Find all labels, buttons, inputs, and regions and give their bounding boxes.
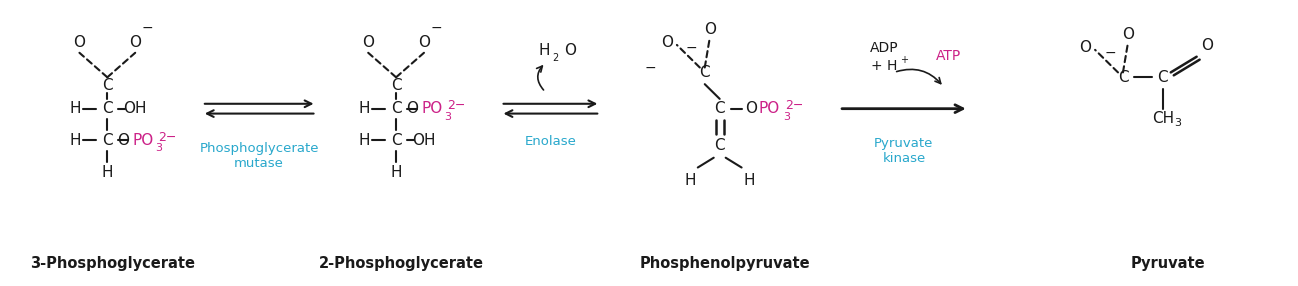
Text: Pyruvate: Pyruvate xyxy=(1131,256,1205,271)
Text: C: C xyxy=(391,132,401,148)
Text: +: + xyxy=(900,55,907,65)
Text: 2-Phosphoglycerate: 2-Phosphoglycerate xyxy=(318,256,484,271)
Text: O: O xyxy=(745,101,758,116)
Text: CH: CH xyxy=(1151,111,1173,126)
Text: C: C xyxy=(391,78,401,93)
Text: 2: 2 xyxy=(553,53,558,63)
Text: O: O xyxy=(661,35,672,51)
Text: 2−: 2− xyxy=(158,131,177,144)
Text: −: − xyxy=(430,21,441,35)
Text: Pyruvate
kinase: Pyruvate kinase xyxy=(875,137,933,165)
Text: H: H xyxy=(391,165,402,180)
Text: O: O xyxy=(704,22,715,37)
Text: O: O xyxy=(130,35,141,51)
Text: O: O xyxy=(362,35,374,51)
Text: PO: PO xyxy=(422,101,443,116)
Text: C: C xyxy=(103,101,113,116)
Text: −: − xyxy=(1105,46,1116,60)
Text: O: O xyxy=(1079,40,1092,55)
Text: + H: + H xyxy=(871,59,897,73)
Text: O: O xyxy=(74,35,86,51)
Text: 2−: 2− xyxy=(447,99,465,112)
Text: 3: 3 xyxy=(156,143,162,153)
Text: 3-Phosphoglycerate: 3-Phosphoglycerate xyxy=(30,256,195,271)
Text: OH: OH xyxy=(123,101,147,116)
Text: H: H xyxy=(744,173,755,188)
Text: ATP: ATP xyxy=(936,49,962,63)
Text: 3: 3 xyxy=(1175,118,1181,128)
Text: H: H xyxy=(684,173,696,188)
Text: O: O xyxy=(565,43,576,58)
Text: H: H xyxy=(101,165,113,180)
Text: −: − xyxy=(644,61,655,74)
Text: C: C xyxy=(391,101,401,116)
Text: C: C xyxy=(103,132,113,148)
Text: 3: 3 xyxy=(444,112,452,122)
Text: H: H xyxy=(358,132,370,148)
Text: C: C xyxy=(103,78,113,93)
Text: OH: OH xyxy=(413,132,436,148)
Text: C: C xyxy=(1158,70,1168,85)
Text: H: H xyxy=(70,132,82,148)
Text: H: H xyxy=(539,43,550,58)
Text: −: − xyxy=(141,21,153,35)
Text: C: C xyxy=(714,138,726,154)
Text: H: H xyxy=(358,101,370,116)
Text: 3: 3 xyxy=(783,112,790,122)
Text: C: C xyxy=(700,65,710,80)
Text: PO: PO xyxy=(132,132,153,148)
Text: Enolase: Enolase xyxy=(524,134,576,148)
Text: PO: PO xyxy=(759,101,780,116)
Text: Phosphenolpyruvate: Phosphenolpyruvate xyxy=(640,256,810,271)
Text: O: O xyxy=(406,101,418,116)
Text: −: − xyxy=(687,41,697,55)
Text: C: C xyxy=(1118,70,1128,85)
Text: O: O xyxy=(117,132,130,148)
Text: O: O xyxy=(418,35,430,51)
Text: C: C xyxy=(714,101,726,116)
Text: ADP: ADP xyxy=(870,41,898,55)
Text: H: H xyxy=(70,101,82,116)
Text: 2−: 2− xyxy=(785,99,803,112)
Text: O: O xyxy=(1121,27,1134,42)
Text: Phosphoglycerate
mutase: Phosphoglycerate mutase xyxy=(200,142,319,170)
Text: O: O xyxy=(1202,38,1214,53)
